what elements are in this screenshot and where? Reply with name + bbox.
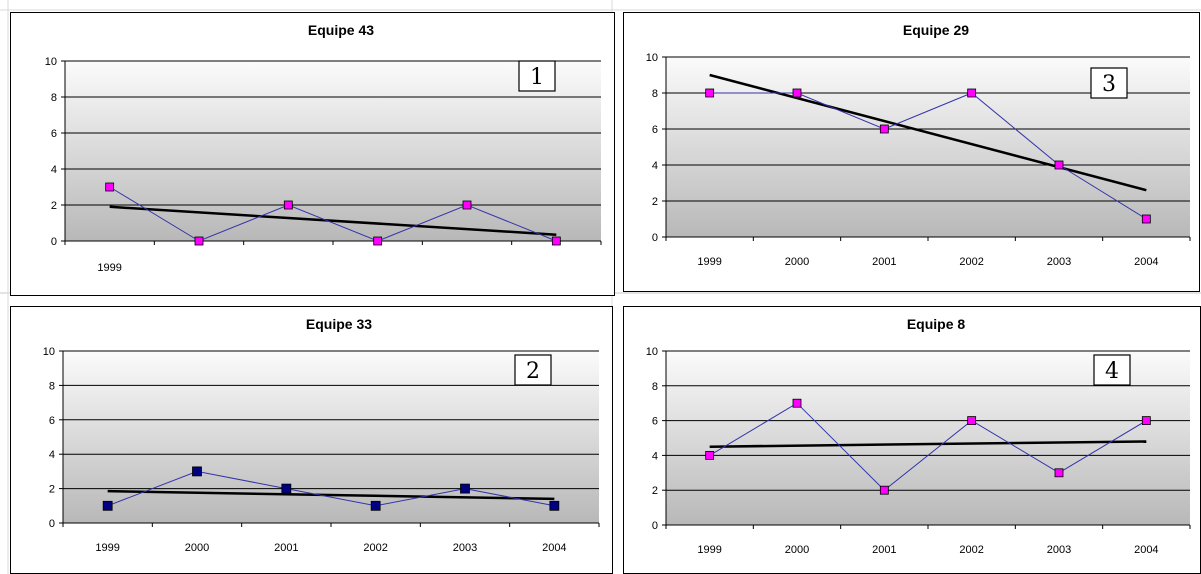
series-line <box>709 402 1147 491</box>
y-tick-label: 8 <box>49 380 55 392</box>
x-tick-label: 2001 <box>274 542 298 554</box>
series-line <box>109 186 557 242</box>
chart-number-badge <box>518 60 556 92</box>
y-tick-label: 2 <box>51 200 57 212</box>
y-tick-label: 0 <box>652 520 658 532</box>
x-tick-label: 1999 <box>95 542 119 554</box>
data-point[interactable] <box>1141 416 1151 425</box>
data-point[interactable] <box>462 200 472 210</box>
data-point[interactable] <box>879 124 889 134</box>
x-tick-label: 1999 <box>697 544 721 556</box>
data-point[interactable] <box>792 398 802 408</box>
x-tick-label: 2001 <box>872 544 896 556</box>
x-tick-label: 2003 <box>453 542 477 554</box>
y-tick-label: 6 <box>51 128 57 140</box>
chart-number-label: 1 <box>530 65 544 90</box>
y-tick-label: 8 <box>51 92 57 104</box>
x-tick-label: 2004 <box>1134 256 1158 268</box>
chart-svg: Equipe 29 0 2 4 6 8 10 1999 2000 2001 2002 2003 2004… <box>646 22 1191 268</box>
y-tick-label: 4 <box>49 449 55 461</box>
y-tick-label: 8 <box>652 381 658 393</box>
data-point[interactable] <box>281 483 292 494</box>
x-tick-label: 2000 <box>785 256 809 268</box>
chart-title: Equipe 33 <box>306 316 372 332</box>
y-tick-label: 8 <box>652 88 658 100</box>
data-point[interactable] <box>1054 160 1064 170</box>
data-point[interactable] <box>967 416 977 425</box>
data-point[interactable] <box>551 236 561 246</box>
chart-equipe-33[interactable]: Equipe 33 0 2 4 6 8 10 1999 2000 2001 2002 2003 2004… <box>10 306 613 574</box>
trendline <box>709 440 1147 448</box>
x-tick-label: 1999 <box>697 256 721 268</box>
y-tick-label: 2 <box>652 485 658 497</box>
y-tick-label: 6 <box>49 415 55 427</box>
x-tick-label: 2003 <box>1047 544 1071 556</box>
y-tick-label: 0 <box>652 232 658 244</box>
chart-equipe-8[interactable]: Equipe 8 0 2 4 6 8 10 1999 2000 2001 2002 2003 2004 4 <box>623 306 1201 574</box>
data-point[interactable] <box>967 88 977 98</box>
data-point[interactable] <box>192 466 202 477</box>
data-point[interactable] <box>194 236 204 246</box>
chart-number-badge <box>514 354 552 386</box>
plot-area <box>65 61 601 241</box>
chart-title: Equipe 29 <box>903 22 969 38</box>
chart-number-label: 4 <box>1105 359 1119 384</box>
x-tick-label: 2001 <box>872 256 896 268</box>
y-tick-label: 10 <box>646 52 658 64</box>
chart-number-badge <box>1090 67 1128 99</box>
chart-equipe-29[interactable]: Equipe 29 0 2 4 6 8 10 1999 2000 2001 2002 2003 2004… <box>623 12 1200 292</box>
data-point[interactable] <box>705 88 715 98</box>
data-point[interactable] <box>705 450 715 460</box>
chart-svg: Equipe 43 0 2 4 6 8 10 1999 1 <box>45 22 602 274</box>
y-tick-label: 10 <box>45 56 57 68</box>
chart-number-badge <box>1093 354 1131 386</box>
chart-equipe-43[interactable]: Equipe 43 0 2 4 6 8 10 1999 1 <box>10 12 615 296</box>
trendline <box>107 489 555 501</box>
data-point[interactable] <box>373 236 383 246</box>
data-point[interactable] <box>549 500 560 511</box>
trendline <box>109 205 557 236</box>
series-line <box>709 92 1147 220</box>
data-point[interactable] <box>460 483 470 494</box>
chart-title: Equipe 8 <box>907 316 966 332</box>
x-tick-label: 2002 <box>959 544 983 556</box>
chart-svg: Equipe 33 0 2 4 6 8 10 1999 2000 2001 2002 2003 2004… <box>43 316 600 554</box>
y-tick-label: 0 <box>49 518 55 530</box>
chart-number-label: 3 <box>1102 72 1116 97</box>
series-line <box>107 470 555 507</box>
y-tick-label: 0 <box>51 236 57 248</box>
x-tick-label: 2002 <box>363 542 387 554</box>
y-tick-label: 2 <box>652 196 658 208</box>
x-tick-label: 2004 <box>542 542 566 554</box>
y-tick-label: 4 <box>51 164 57 176</box>
data-point[interactable] <box>879 485 889 495</box>
x-tick-label: 1999 <box>97 262 121 274</box>
trendline <box>709 73 1147 192</box>
y-tick-label: 10 <box>43 346 55 358</box>
y-tick-label: 6 <box>652 124 658 136</box>
x-tick-label: 2002 <box>959 256 983 268</box>
x-tick-label: 2004 <box>1134 544 1158 556</box>
data-point[interactable] <box>1141 214 1151 224</box>
x-tick-label: 2000 <box>185 542 209 554</box>
y-tick-label: 6 <box>652 416 658 428</box>
y-tick-label: 10 <box>646 346 658 358</box>
data-point[interactable] <box>283 200 293 210</box>
x-tick-label: 2003 <box>1047 256 1071 268</box>
chart-number-label: 2 <box>526 359 540 384</box>
data-point[interactable] <box>792 88 802 98</box>
chart-svg: Equipe 8 0 2 4 6 8 10 1999 2000 2001 2002 2003 2004 4 <box>646 316 1191 556</box>
x-tick-label: 2000 <box>785 544 809 556</box>
chart-title: Equipe 43 <box>308 22 374 38</box>
y-tick-label: 2 <box>49 484 55 496</box>
y-tick-label: 4 <box>652 450 658 462</box>
data-point[interactable] <box>102 500 113 511</box>
data-point[interactable] <box>370 500 381 511</box>
data-point[interactable] <box>105 182 115 192</box>
data-point[interactable] <box>1054 468 1064 478</box>
y-tick-label: 4 <box>652 160 658 172</box>
